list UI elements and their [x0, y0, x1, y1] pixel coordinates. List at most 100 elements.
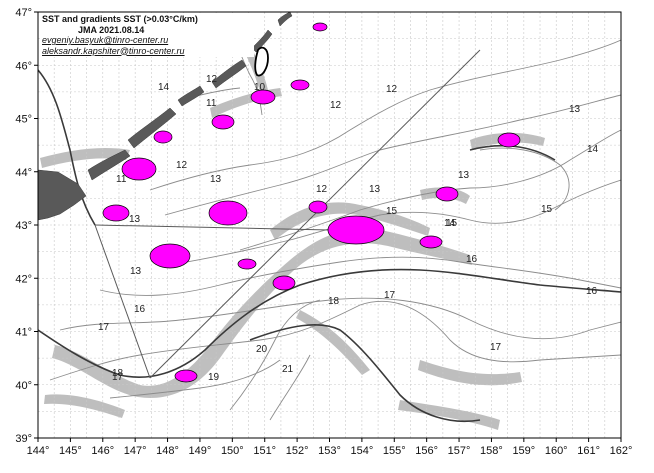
isotherm-14 [239, 129, 621, 251]
isotherm-label: 17 [384, 290, 396, 301]
lat-tick-label: 46° [15, 60, 32, 72]
isotherm-label: 17 [98, 322, 110, 333]
isotherm-label: 14 [587, 144, 599, 155]
lon-tick-label: 150° [221, 445, 244, 457]
isotherm-label: 13 [129, 214, 141, 225]
isotherm-label: 15 [446, 218, 458, 229]
eddy-marker [149, 243, 191, 269]
lat-tick-label: 39° [15, 433, 32, 445]
island-urup [177, 85, 205, 107]
transect-line-1 [94, 224, 151, 379]
isotherm-label: 12 [316, 184, 328, 195]
isotherm-label: 11 [206, 98, 217, 109]
isotherm-label: 12 [386, 84, 398, 95]
eddy-marker [419, 235, 443, 249]
isotherm-15 [169, 179, 621, 266]
eddy-marker [327, 215, 385, 245]
coordinate-grid [38, 12, 621, 438]
transect-line-3 [94, 224, 331, 231]
isotherm-label: 13 [369, 184, 381, 195]
isotherm-label: 21 [282, 364, 294, 375]
transect-lines [94, 49, 481, 379]
cold-spot-contour [254, 46, 269, 77]
isotherm-18 [49, 300, 621, 381]
isotherm-label: 13 [569, 104, 581, 115]
transect-line-2 [149, 49, 481, 379]
eddy-marker [435, 186, 459, 202]
isotherm-21 [269, 354, 311, 421]
lat-tick-label: 41° [15, 327, 32, 339]
island-north-2 [277, 12, 293, 27]
lat-tick-label: 40° [15, 380, 32, 392]
isotherm-label: 17 [112, 372, 124, 383]
isotherm-labels: 10 12 14 11 10 12 12 12 13 11 13 12 13 1… [98, 27, 599, 383]
gradient-zone-bottom [398, 400, 500, 430]
isotherm-label: 16 [466, 254, 478, 265]
eddy-marker [272, 275, 296, 291]
lon-tick-label: 156° [415, 445, 438, 457]
gradient-zone-southwest [44, 394, 125, 418]
island-kunashir [87, 149, 131, 181]
isotherm-label: 12 [330, 100, 342, 111]
isotherm-label: 12 [206, 74, 218, 85]
isotherm-label: 20 [256, 344, 268, 355]
eddy-marker [237, 258, 257, 270]
eddy-marker [174, 369, 198, 383]
eddy-marker [290, 79, 310, 91]
lon-tick-label: 155° [383, 445, 406, 457]
land-hokkaido [38, 169, 87, 221]
eddy-marker [497, 132, 521, 148]
isotherm-label: 10 [254, 82, 266, 93]
isotherm-label: 18 [328, 296, 340, 307]
isotherm-label: 12 [176, 160, 188, 171]
lat-tick-label: 45° [15, 114, 32, 126]
isotherm-label: 15 [386, 206, 398, 217]
front-line-south [249, 324, 481, 423]
isotherm-label: 16 [586, 286, 598, 297]
island-iturup [127, 107, 177, 149]
lon-tick-label: 160° [545, 445, 568, 457]
isotherm-label: 11 [116, 174, 127, 185]
latitude-axis: 47° 46° 45° 44° 43° 42° 41° 40° 39° [15, 7, 38, 445]
lon-tick-label: 159° [512, 445, 535, 457]
eddy-marker [153, 130, 173, 144]
isotherm-label: 13 [458, 170, 470, 181]
map-legend-box: SST and gradients SST (>0.03°C/km) JMA 2… [40, 13, 254, 57]
isotherm-east-loop [479, 147, 570, 211]
gradient-zone-southeast [418, 360, 522, 386]
lon-tick-label: 157° [448, 445, 471, 457]
lon-tick-label: 144° [27, 445, 50, 457]
isotherm-16 [99, 256, 621, 296]
author-email-2[interactable]: aleksandr.kapshiter@tinro-center.ru [42, 45, 185, 56]
lat-tick-label: 42° [15, 273, 32, 285]
lat-tick-label: 43° [15, 220, 32, 232]
island-simushir [211, 59, 247, 89]
lon-tick-label: 151° [253, 445, 276, 457]
isotherm-label: 19 [208, 372, 220, 383]
lat-tick-label: 47° [15, 7, 32, 19]
land-masses [38, 12, 293, 221]
lon-tick-label: 162° [610, 445, 633, 457]
isotherm-label: 15 [541, 204, 553, 215]
lon-tick-label: 148° [156, 445, 179, 457]
isotherm-label: 17 [490, 342, 502, 353]
lat-tick-label: 44° [15, 167, 32, 179]
gradient-zone-kuril [40, 147, 130, 168]
eddy-marker [250, 89, 276, 105]
isotherm-12-north [149, 39, 621, 191]
eddy-marker [102, 204, 130, 222]
isotherm-17 [59, 297, 621, 340]
isotherm-20 [229, 299, 321, 411]
eddy-marker [312, 22, 328, 32]
gradient-zone-upper-front [270, 202, 430, 240]
isotherm-label: 13 [130, 266, 142, 277]
front-line-west [38, 268, 621, 378]
isotherm-label: 18 [112, 368, 124, 379]
map-title: SST and gradients SST (>0.03°C/km) [42, 14, 198, 24]
lon-tick-label: 145° [59, 445, 82, 457]
eddy-marker [308, 200, 328, 214]
eddy-marker [121, 157, 157, 181]
author-email-1[interactable]: evgeniy.basyuk@tinro-center.ru [42, 35, 169, 45]
isotherm-19 [109, 359, 281, 399]
isotherm-label: 13 [210, 174, 222, 185]
